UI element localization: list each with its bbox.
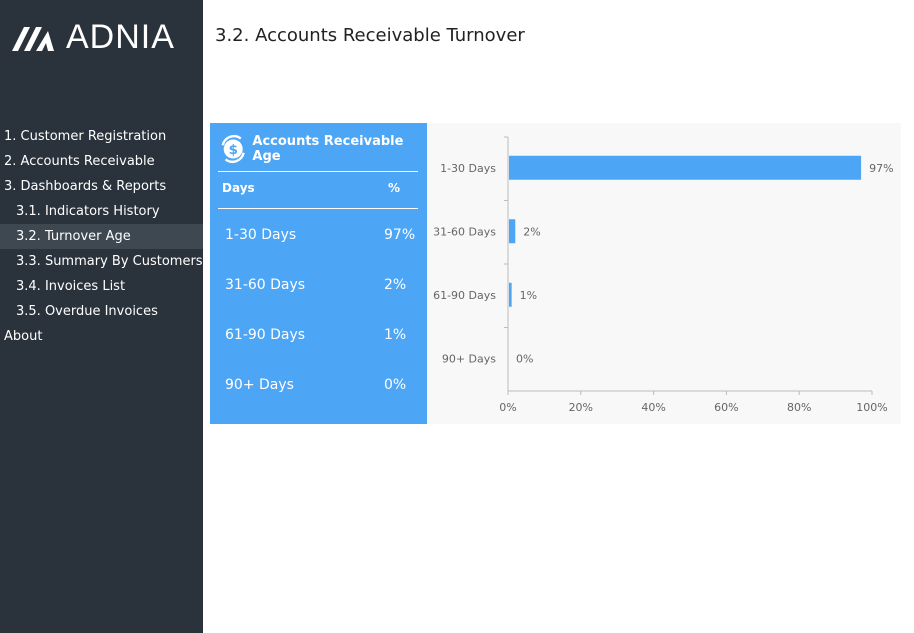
bar [509,282,512,307]
table-title: Accounts Receivable Age [252,134,404,164]
table-cell-days: 61-90 Days [225,327,306,343]
logo-text: ADNIA [66,18,175,56]
sidebar-item[interactable]: 3.1. Indicators History [16,204,160,219]
sidebar-item[interactable]: 3. Dashboards & Reports [4,179,167,194]
table-cell-days: 90+ Days [225,377,294,393]
data-label: 97% [869,162,893,175]
sidebar-item[interactable]: 1. Customer Registration [4,129,167,144]
data-label: 2% [523,225,540,238]
ar-age-table: $ Accounts Receivable Age Days % 1-30 Da… [210,123,427,424]
ar-age-chart: 1-30 Days 97% 31-60 Days 2% 61-90 Days 1% 90+ … [427,123,901,424]
data-label: 1% [520,289,537,302]
x-tick-label: 60% [714,401,738,414]
col-days-header: Days [222,181,255,195]
category-label: 61-90 Days [433,289,496,302]
divider [218,171,418,172]
category-label: 31-60 Days [433,225,496,238]
bar [509,155,862,180]
sidebar-item[interactable]: 2. Accounts Receivable [4,154,155,169]
bar [509,219,516,244]
category-label: 90+ Days [442,352,496,365]
data-label: 0% [516,352,533,365]
sidebar-item[interactable]: 3.5. Overdue Invoices [16,304,158,319]
category-label: 1-30 Days [440,162,496,175]
table-cell-days: 31-60 Days [225,277,306,293]
logo: ADNIA [10,18,175,57]
x-tick-label: 20% [569,401,593,414]
table-cell-pct: 0% [384,377,407,393]
x-tick-label: 40% [641,401,665,414]
x-tick-label: 0% [499,401,516,414]
x-tick-label: 80% [787,401,811,414]
page-title: 3.2. Accounts Receivable Turnover [215,25,525,46]
sidebar-item[interactable]: About [4,329,43,344]
sidebar-item[interactable]: 3.2. Turnover Age [0,224,203,249]
x-tick-label: 100% [856,401,887,414]
svg-text:$: $ [229,143,238,158]
table-cell-pct: 97% [384,227,416,243]
sidebar-item[interactable]: 3.4. Invoices List [16,279,126,294]
table-cell-pct: 1% [384,327,407,343]
sidebar: ADNIA 1. Customer Registration 2. Account… [0,0,203,633]
col-pct-header: % [388,181,401,195]
table-cell-pct: 2% [384,277,407,293]
sidebar-item[interactable]: 3.3. Summary By Customers [16,254,203,269]
dollar-cycle-icon: $ [221,135,245,163]
divider [218,208,418,209]
table-cell-days: 1-30 Days [225,227,297,243]
adnia-logo-icon [12,26,54,51]
